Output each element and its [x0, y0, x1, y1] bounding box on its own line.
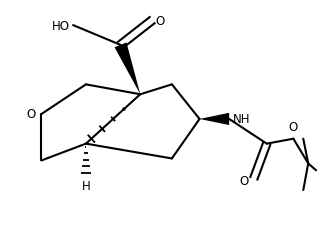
- Polygon shape: [115, 43, 140, 95]
- Text: NH: NH: [233, 113, 251, 126]
- Text: O: O: [240, 174, 249, 187]
- Text: O: O: [26, 108, 36, 121]
- Text: HO: HO: [52, 19, 70, 33]
- Text: O: O: [155, 15, 164, 27]
- Text: O: O: [289, 120, 298, 133]
- Text: H: H: [82, 179, 90, 192]
- Polygon shape: [200, 113, 229, 125]
